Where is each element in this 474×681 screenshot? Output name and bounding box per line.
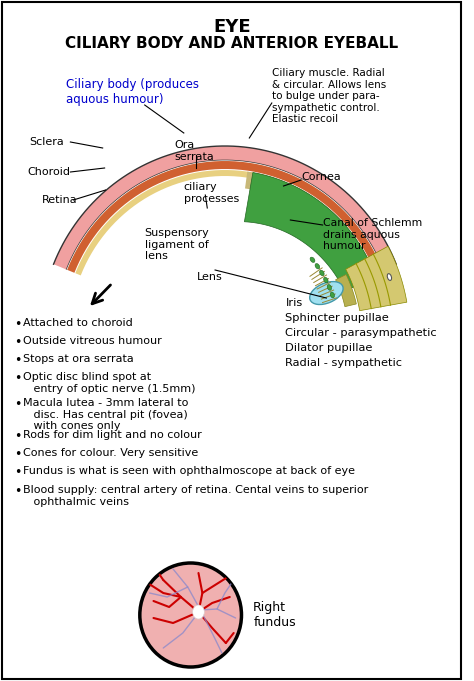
Text: •: • xyxy=(14,372,21,385)
Text: Optic disc blind spot at
   entry of optic nerve (1.5mm): Optic disc blind spot at entry of optic … xyxy=(24,372,196,394)
Text: Canal of Schlemm
drains aquous
humour: Canal of Schlemm drains aquous humour xyxy=(323,218,422,251)
Text: ciliary
processes: ciliary processes xyxy=(184,182,239,204)
Text: Lens: Lens xyxy=(197,272,223,282)
Text: Circular - parasympathetic: Circular - parasympathetic xyxy=(285,328,437,338)
Polygon shape xyxy=(54,146,396,270)
Text: •: • xyxy=(14,466,21,479)
Text: Fundus is what is seen with ophthalmoscope at back of eye: Fundus is what is seen with ophthalmosco… xyxy=(24,466,355,476)
Ellipse shape xyxy=(324,277,328,283)
Text: Choroid: Choroid xyxy=(27,167,70,177)
Text: •: • xyxy=(14,336,21,349)
Text: Ciliary muscle. Radial
& circular. Allows lens
to bulge under para-
sympathetic : Ciliary muscle. Radial & circular. Allow… xyxy=(272,68,386,125)
Text: Attached to choroid: Attached to choroid xyxy=(24,318,133,328)
Polygon shape xyxy=(245,172,378,289)
Ellipse shape xyxy=(387,274,392,281)
Text: Ora
serrata: Ora serrata xyxy=(174,140,214,161)
Text: Stops at ora serrata: Stops at ora serrata xyxy=(24,354,134,364)
Circle shape xyxy=(140,563,241,667)
Ellipse shape xyxy=(319,270,324,276)
Text: Radial - sympathetic: Radial - sympathetic xyxy=(285,358,402,368)
Text: Cones for colour. Very sensitive: Cones for colour. Very sensitive xyxy=(24,448,199,458)
Text: •: • xyxy=(14,354,21,367)
Polygon shape xyxy=(346,247,407,311)
Text: Outside vitreous humour: Outside vitreous humour xyxy=(24,336,162,346)
Text: Sclera: Sclera xyxy=(29,137,64,147)
Text: Retina: Retina xyxy=(42,195,78,205)
Ellipse shape xyxy=(315,264,320,269)
Text: Suspensory
ligament of
lens: Suspensory ligament of lens xyxy=(145,228,210,262)
Text: •: • xyxy=(14,448,21,461)
Text: Iris: Iris xyxy=(285,298,303,308)
Text: Blood supply: central artery of retina. Cental veins to superior
   ophthalmic v: Blood supply: central artery of retina. … xyxy=(24,485,369,507)
Text: Cornea: Cornea xyxy=(301,172,341,182)
Text: •: • xyxy=(14,430,21,443)
Text: Right
fundus: Right fundus xyxy=(253,601,296,629)
Text: •: • xyxy=(14,398,21,411)
Text: CILIARY BODY AND ANTERIOR EYEBALL: CILIARY BODY AND ANTERIOR EYEBALL xyxy=(65,36,398,51)
Text: EYE: EYE xyxy=(213,18,251,36)
Ellipse shape xyxy=(327,285,331,290)
Polygon shape xyxy=(245,172,376,291)
Text: Rods for dim light and no colour: Rods for dim light and no colour xyxy=(24,430,202,440)
Ellipse shape xyxy=(330,292,335,298)
Polygon shape xyxy=(336,274,356,306)
Text: •: • xyxy=(14,318,21,331)
Text: Sphincter pupillae: Sphincter pupillae xyxy=(285,313,389,323)
Text: •: • xyxy=(14,485,21,498)
Ellipse shape xyxy=(192,605,204,619)
Polygon shape xyxy=(75,170,374,275)
Text: Ciliary body (produces
aquous humour): Ciliary body (produces aquous humour) xyxy=(66,78,200,106)
Text: Macula lutea - 3mm lateral to
   disc. Has central pit (fovea)
   with cones onl: Macula lutea - 3mm lateral to disc. Has … xyxy=(24,398,189,431)
Text: Dilator pupillae: Dilator pupillae xyxy=(285,343,373,353)
Polygon shape xyxy=(67,161,383,273)
Ellipse shape xyxy=(310,257,315,262)
Ellipse shape xyxy=(310,281,343,304)
